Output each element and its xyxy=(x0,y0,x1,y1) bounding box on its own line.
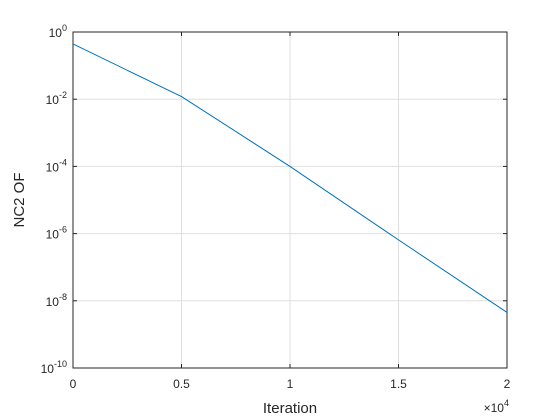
y-axis-label: NC2 OF xyxy=(11,172,28,227)
y-tick-label: 10-10 xyxy=(41,359,67,376)
plot-frame xyxy=(72,31,508,369)
x-tick-label: 0 xyxy=(70,377,77,391)
x-tick-label: 1 xyxy=(287,377,294,391)
x-tick-label: 0.5 xyxy=(173,377,190,391)
x-tick-label: 2 xyxy=(504,377,511,391)
data-line xyxy=(72,43,508,313)
x-multiplier: ×104 xyxy=(484,398,509,415)
x-axis-label: Iteration xyxy=(263,400,317,417)
y-tick-label: 10-8 xyxy=(46,292,67,309)
y-tick-label: 10-2 xyxy=(46,90,67,107)
y-tick-label: 100 xyxy=(49,23,67,40)
y-tick-label: 10-4 xyxy=(46,157,67,174)
x-tick-label: 1.5 xyxy=(390,377,407,391)
y-tick-label: 10-6 xyxy=(46,225,67,242)
